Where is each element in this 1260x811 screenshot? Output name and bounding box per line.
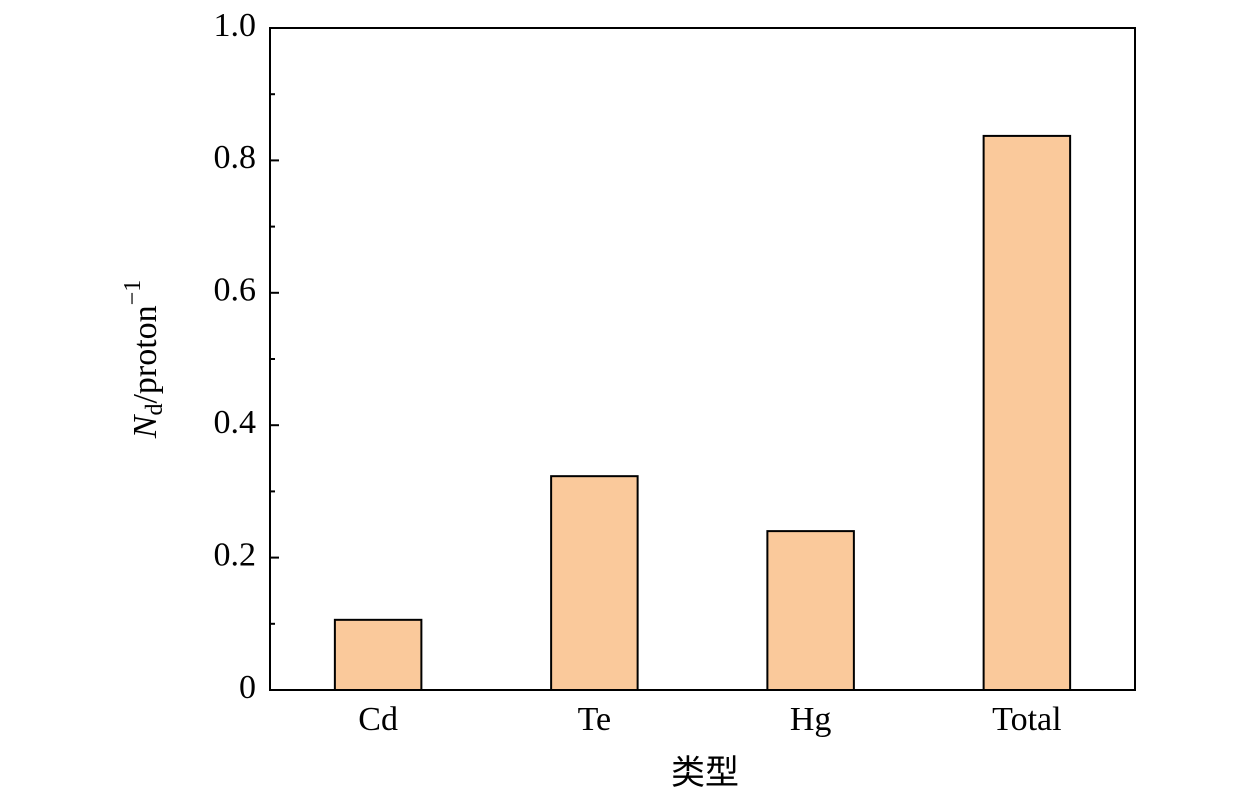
- y-tick-label: 0.6: [214, 272, 257, 309]
- y-label-rest: /proton: [127, 305, 164, 403]
- y-axis-label: Nd/proton−1: [120, 280, 168, 439]
- bar: [982, 134, 1072, 691]
- x-tick-label: Cd: [358, 701, 398, 738]
- x-tick-label: Hg: [790, 701, 832, 738]
- x-tick-label: Te: [578, 701, 612, 738]
- bar: [333, 618, 423, 691]
- bar: [550, 475, 639, 692]
- plot-frame: [269, 27, 1136, 691]
- y-tick-label: 0.4: [214, 404, 257, 441]
- y-label-sup: −1: [120, 280, 146, 306]
- y-tick-label: 0.8: [214, 139, 257, 176]
- x-tick-label: Total: [992, 701, 1061, 738]
- y-label-main: N: [127, 413, 164, 439]
- bar: [766, 530, 855, 691]
- y-label-sub: d: [142, 404, 168, 416]
- y-tick-label: 0: [239, 669, 256, 706]
- y-tick-label: 0.2: [214, 536, 257, 573]
- x-axis-label: 类型: [671, 754, 739, 792]
- y-tick-label: 1.0: [214, 7, 257, 44]
